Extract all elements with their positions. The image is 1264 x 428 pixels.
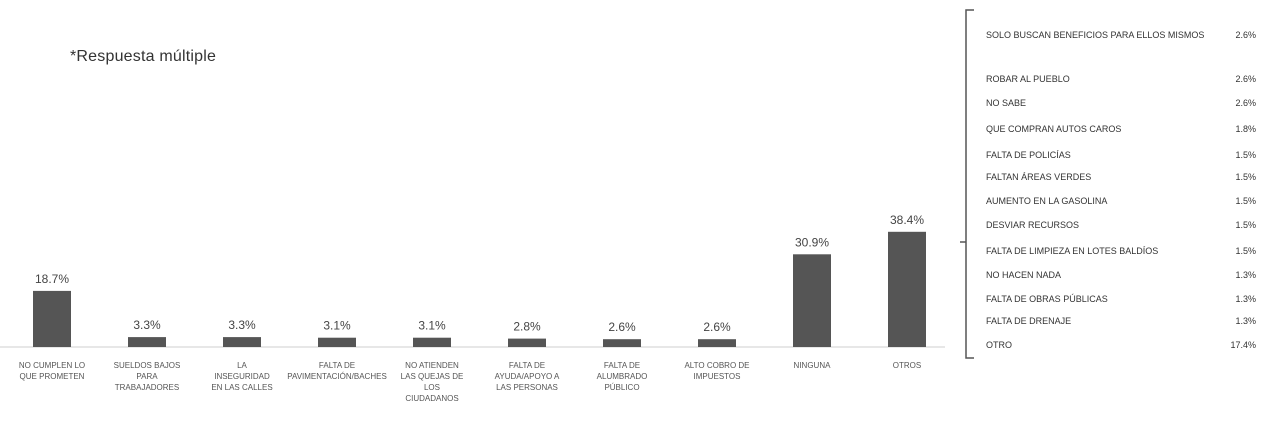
bar	[128, 337, 166, 347]
bar-value-label: 38.4%	[890, 213, 924, 227]
bracket-icon	[960, 9, 974, 359]
category-label: SUELDOS BAJOS PARA TRABAJADORES	[114, 361, 181, 392]
breakdown-label: QUE COMPRAN AUTOS CAROS	[986, 124, 1122, 134]
category-label: NINGUNA	[794, 361, 832, 370]
bar-value-label: 3.1%	[418, 319, 446, 333]
category-label: FALTA DE PAVIMENTACIÓN/BACHES	[287, 361, 387, 381]
bar-value-label: 2.8%	[513, 320, 541, 334]
bar-value-label: 3.3%	[133, 318, 161, 332]
breakdown-value: 2.6%	[1235, 98, 1256, 108]
breakdown-label: NO HACEN NADA	[986, 270, 1062, 280]
bar	[698, 339, 736, 347]
breakdown-value: 1.8%	[1235, 124, 1256, 134]
breakdown-value: 2.6%	[1235, 74, 1256, 84]
bar-value-label: 18.7%	[35, 272, 69, 286]
breakdown-label: DESVIAR RECURSOS	[986, 220, 1080, 230]
breakdown-value: 17.4%	[1230, 340, 1256, 350]
category-label: NO CUMPLEN LO QUE PROMETEN	[19, 361, 85, 381]
breakdown-value: 1.5%	[1235, 220, 1256, 230]
category-label: OTROS	[893, 361, 921, 370]
bar	[603, 339, 641, 347]
breakdown-label: OTRO	[986, 340, 1012, 350]
bar	[793, 254, 831, 347]
category-label: FALTA DE AYUDA/APOYO A LAS PERSONAS	[495, 361, 560, 392]
breakdown-label: ROBAR AL PUEBLO	[986, 74, 1070, 84]
bar-value-label: 2.6%	[608, 320, 636, 334]
breakdown-value: 1.3%	[1235, 294, 1256, 304]
breakdown-label: FALTA DE DRENAJE	[986, 316, 1072, 326]
chart-note: *Respuesta múltiple	[70, 48, 217, 65]
bar-chart: 18.7% NO CUMPLEN LO QUE PROMETEN 3.3% SUELDO…	[0, 213, 945, 403]
breakdown-value: 1.5%	[1235, 246, 1256, 256]
breakdown-label: FALTA DE OBRAS PÚBLICAS	[986, 294, 1108, 304]
breakdown-label: FALTA DE LIMPIEZA EN LOTES BALDÍOS	[986, 246, 1159, 256]
bar-value-label: 3.3%	[228, 318, 256, 332]
bar	[33, 290, 71, 347]
bar-value-label: 30.9%	[795, 235, 829, 249]
breakdown-value: 2.6%	[1235, 30, 1256, 40]
breakdown-label: FALTA DE POLICÍAS	[986, 150, 1071, 160]
breakdown-label: FALTAN ÁREAS VERDES	[986, 172, 1092, 182]
breakdown-value: 1.5%	[1235, 150, 1256, 160]
breakdown-value: 1.5%	[1235, 196, 1256, 206]
category-label: ALTO COBRO DE IMPUESTOS	[684, 361, 749, 381]
breakdown-value: 1.5%	[1235, 172, 1256, 182]
otros-breakdown-panel: SOLO BUSCAN BENEFICIOS PARA ELLOS MISMOS…	[960, 8, 1260, 364]
breakdown-label: AUMENTO EN LA GASOLINA	[986, 196, 1108, 206]
bar	[413, 337, 451, 347]
breakdown-value: 1.3%	[1235, 316, 1256, 326]
bar	[508, 338, 546, 347]
breakdown-label: SOLO BUSCAN BENEFICIOS PARA ELLOS MISMOS	[986, 30, 1205, 40]
category-label: FALTA DE ALUMBRADO PÚBLICO	[597, 361, 648, 392]
category-label: LA INSEGURIDAD EN LAS CALLES	[211, 361, 272, 392]
bar	[223, 337, 261, 347]
bar	[888, 231, 926, 347]
bar-value-label: 2.6%	[703, 320, 731, 334]
bar-value-label: 3.1%	[323, 319, 351, 333]
bar	[318, 337, 356, 347]
breakdown-value: 1.3%	[1235, 270, 1256, 280]
category-label: NO ATIENDEN LAS QUEJAS DE LOS CIUDADANOS	[401, 361, 464, 403]
breakdown-label: NO SABE	[986, 98, 1027, 108]
